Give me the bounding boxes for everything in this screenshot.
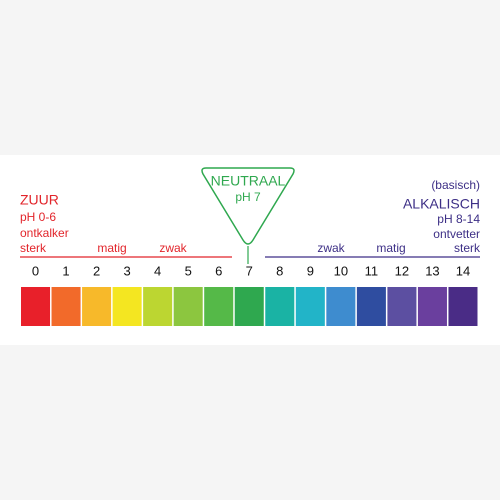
ph-box [234, 287, 264, 326]
acid-strong: sterk [20, 241, 47, 255]
neutral-subtitle: pH 7 [235, 190, 261, 204]
alkaline-use: ontvetter [433, 227, 480, 241]
neutral-shield [201, 167, 295, 245]
ph-number: 3 [123, 263, 130, 278]
alkaline-range: pH 8-14 [437, 212, 480, 226]
acid-title: ZUUR [20, 192, 59, 208]
ph-number: 7 [246, 263, 253, 278]
ph-box [204, 287, 234, 326]
ph-box [265, 287, 295, 326]
ph-number: 12 [395, 263, 409, 278]
ph-box [82, 287, 112, 326]
ph-number: 14 [456, 263, 470, 278]
alkaline-note: (basisch) [431, 178, 480, 192]
ph-number: 5 [185, 263, 192, 278]
alkaline-weak: zwak [317, 241, 345, 255]
acid-use: ontkalker [20, 226, 69, 240]
ph-box [417, 287, 447, 326]
acid-weak: zwak [159, 241, 187, 255]
ph-box [173, 287, 203, 326]
acid-range: pH 0-6 [20, 210, 56, 224]
ph-number: 6 [215, 263, 222, 278]
alkaline-strong: sterk [454, 241, 481, 255]
ph-number: 11 [365, 263, 379, 278]
ph-box [326, 287, 356, 326]
ph-number: 1 [62, 263, 69, 278]
ph-number: 8 [276, 263, 283, 278]
ph-number: 2 [93, 263, 100, 278]
ph-number: 13 [425, 263, 439, 278]
ph-box [295, 287, 325, 326]
ph-number: 4 [154, 263, 161, 278]
ph-box [387, 287, 417, 326]
ph-number: 9 [307, 263, 314, 278]
ph-box [448, 287, 478, 326]
ph-box [51, 287, 81, 326]
alkaline-title: ALKALISCH [403, 196, 480, 212]
neutral-title: NEUTRAAL [211, 173, 286, 189]
acid-medium: matig [97, 241, 126, 255]
ph-number: 0 [32, 263, 39, 278]
ph-box [21, 287, 51, 326]
ph-box [143, 287, 173, 326]
alkaline-medium: matig [376, 241, 405, 255]
ph-number: 10 [334, 263, 348, 278]
ph-box [112, 287, 142, 326]
ph-box [356, 287, 386, 326]
